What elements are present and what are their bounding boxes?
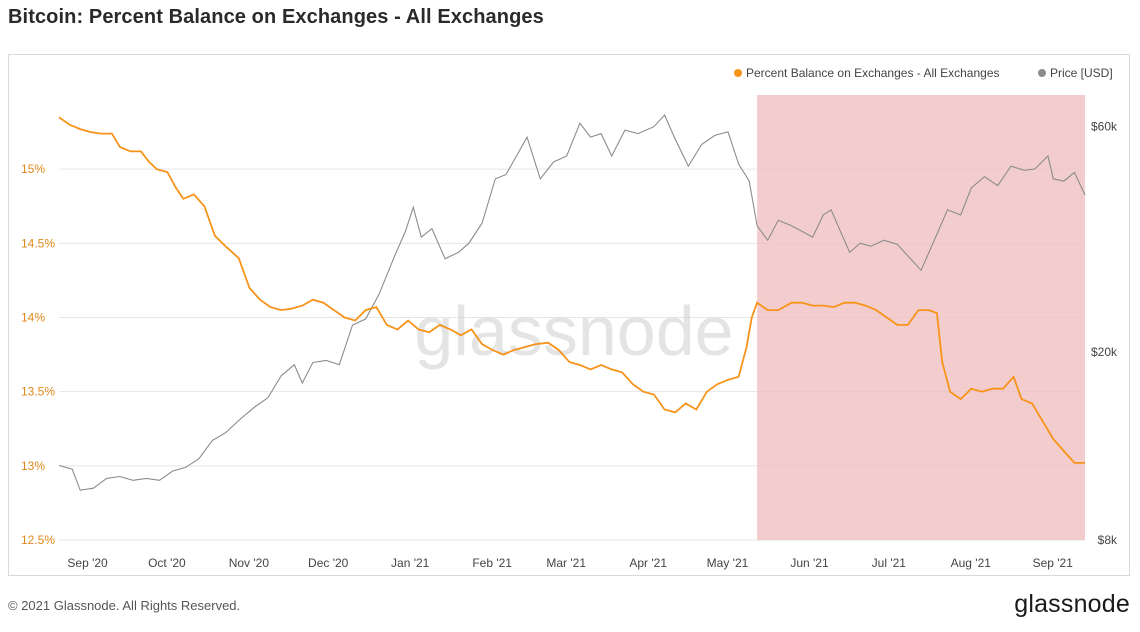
chart-frame: glassnode 12.5% 13% 13.5% 14% 14.5% 15% $8k $2…	[8, 54, 1130, 576]
x-tick-label: Jun '21	[790, 556, 829, 570]
legend-label-balance[interactable]: Percent Balance on Exchanges - All Excha…	[746, 66, 1000, 80]
watermark-text: glassnode	[414, 292, 733, 370]
legend-label-price[interactable]: Price [USD]	[1050, 66, 1113, 80]
y-left-tick-label: 12.5%	[21, 533, 55, 547]
legend: Percent Balance on Exchanges - All Excha…	[734, 66, 1113, 80]
x-axis: Sep '20 Oct '20 Nov '20 Dec '20 Jan '21 Feb '…	[67, 556, 1073, 570]
y-left-axis: 12.5% 13% 13.5% 14% 14.5% 15%	[21, 162, 55, 547]
x-tick-label: Jan '21	[391, 556, 430, 570]
x-tick-label: Apr '21	[629, 556, 667, 570]
x-tick-label: May '21	[707, 556, 749, 570]
x-tick-label: Sep '20	[67, 556, 108, 570]
y-right-tick-label: $8k	[1098, 533, 1118, 547]
x-tick-label: Sep '21	[1033, 556, 1074, 570]
y-right-axis: $8k $20k $60k	[1091, 120, 1118, 547]
chart-svg: glassnode 12.5% 13% 13.5% 14% 14.5% 15% $8k $2…	[21, 66, 1118, 570]
x-tick-label: Nov '20	[229, 556, 270, 570]
highlight-region	[757, 95, 1085, 540]
y-left-tick-label: 13.5%	[21, 385, 55, 399]
x-tick-label: Jul '21	[872, 556, 907, 570]
x-tick-label: Feb '21	[472, 556, 512, 570]
y-right-tick-label: $20k	[1091, 345, 1118, 359]
y-left-tick-label: 14.5%	[21, 236, 55, 250]
y-right-tick-label: $60k	[1091, 120, 1118, 134]
x-tick-label: Dec '20	[308, 556, 349, 570]
price-line[interactable]	[58, 114, 1086, 491]
y-left-tick-label: 15%	[21, 162, 45, 176]
balance-line[interactable]	[58, 116, 1085, 464]
x-tick-label: Aug '21	[951, 556, 992, 570]
x-tick-label: Mar '21	[546, 556, 586, 570]
legend-dot-price	[1038, 69, 1046, 77]
legend-dot-balance	[734, 69, 742, 77]
y-left-tick-label: 14%	[21, 311, 45, 325]
footer-logo: glassnode	[1014, 590, 1130, 618]
x-tick-label: Oct '20	[148, 556, 186, 570]
footer-copyright: © 2021 Glassnode. All Rights Reserved.	[8, 598, 241, 613]
page-title: Bitcoin: Percent Balance on Exchanges - …	[8, 6, 544, 28]
y-left-tick-label: 13%	[21, 459, 45, 473]
